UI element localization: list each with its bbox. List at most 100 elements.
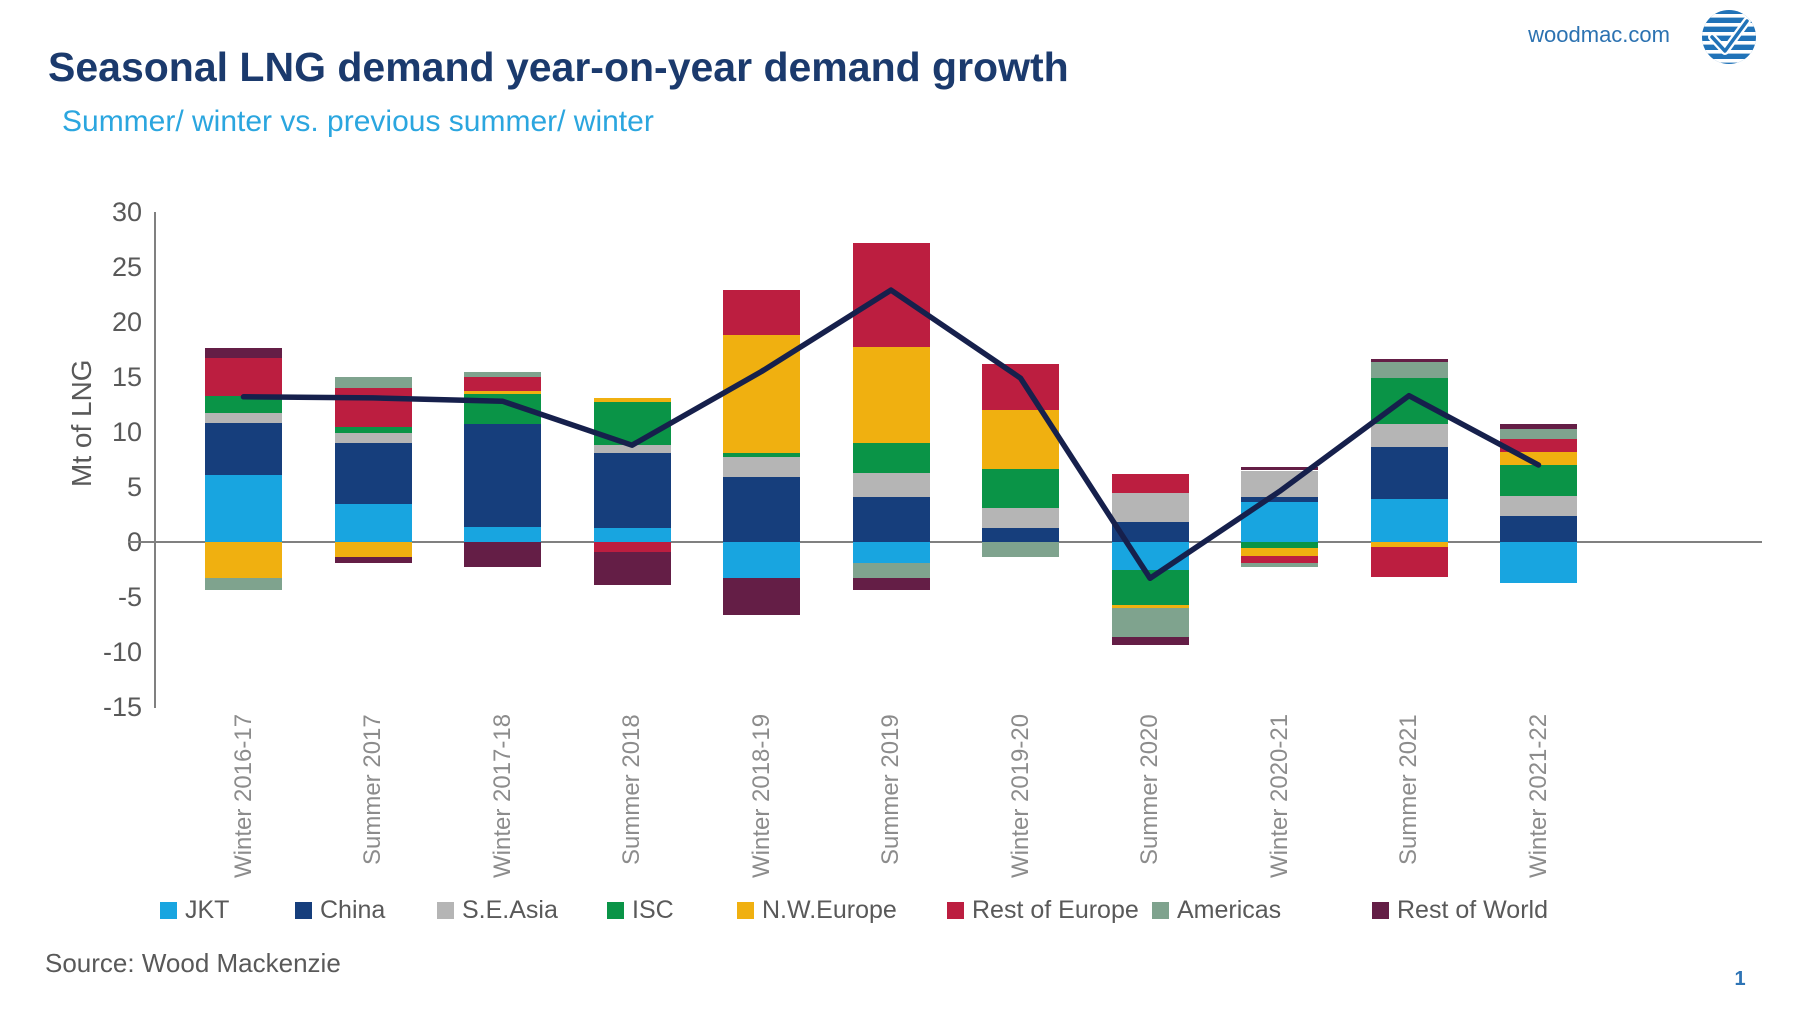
bar-segment-china [1370, 446, 1448, 500]
bar-segment-rest-of-europe [1370, 546, 1448, 578]
legend-label: S.E.Asia [462, 895, 558, 924]
y-axis-tick-label: 15 [111, 362, 142, 392]
x-axis-label: Winter 2020-21 [1265, 714, 1293, 879]
bar-segment-isc [334, 427, 412, 434]
source-note: Source: Wood Mackenzie [45, 948, 341, 978]
bar-segment-china [464, 424, 541, 527]
legend-swatch [1152, 901, 1169, 919]
legend-label: Rest of World [1397, 895, 1548, 924]
legend-label: Americas [1177, 895, 1282, 924]
bar-segment-s-e-asia [982, 507, 1059, 528]
legend-item-rest-of-europe: Rest of Europe [947, 895, 1139, 924]
legend-label: Rest of Europe [972, 895, 1139, 924]
bar-segment-china [723, 477, 800, 542]
bar-segment-jkt [852, 542, 930, 563]
x-axis-label: Winter 2018-19 [747, 714, 775, 879]
bar-segment-n-w-europe [982, 410, 1059, 470]
legend-label: JKT [185, 895, 230, 924]
bar-segment-rest-of-world [593, 552, 671, 586]
bar-segment-rest-of-world [852, 578, 930, 591]
legend-label: N.W.Europe [762, 895, 897, 924]
bar-segment-rest-of-europe [334, 388, 412, 428]
x-axis-label: Winter 2016-17 [229, 714, 257, 879]
bar-segment-rest-of-world [1500, 424, 1577, 429]
x-axis-label: Winter 2017-18 [488, 714, 516, 879]
bar-segment-isc [205, 395, 282, 414]
legend-swatch [947, 901, 964, 919]
bar-segment-s-e-asia [852, 472, 930, 497]
bar-segment-n-w-europe [464, 391, 541, 395]
bar-segment-rest-of-europe [852, 242, 930, 348]
bar-segment-rest-of-europe [593, 542, 671, 553]
legend-item-n-w-europe: N.W.Europe [737, 895, 897, 924]
y-axis-tick-label: 10 [111, 417, 142, 447]
bar-segment-jkt [1241, 502, 1318, 542]
bar-segment-s-e-asia [1241, 470, 1318, 497]
legend-swatch [295, 901, 312, 919]
bar-segment-isc [723, 452, 800, 458]
website-link[interactable]: woodmac.com [1528, 22, 1670, 47]
bar-segment-rest-of-europe [205, 358, 282, 396]
bar-segment-rest-of-europe [982, 363, 1059, 410]
x-axis-label: Winter 2021-22 [1524, 714, 1552, 879]
bar-segment-americas [852, 562, 930, 579]
bar-segment-rest-of-world [464, 542, 541, 568]
bar-segment-china [1111, 522, 1189, 542]
woodmac-logo-icon [1700, 8, 1758, 71]
bar-segment-s-e-asia [334, 433, 412, 443]
x-axis-label: Winter 2019-20 [1006, 714, 1034, 879]
bar-segment-jkt [334, 503, 412, 542]
legend-swatch [437, 901, 454, 919]
legend-swatch [160, 901, 177, 919]
bar-segment-rest-of-world [1241, 467, 1318, 471]
bar-segment-americas [1111, 608, 1189, 637]
bar-segment-s-e-asia [1500, 495, 1577, 516]
bar-segment-n-w-europe [723, 335, 800, 453]
bar-segment-n-w-europe [1111, 604, 1189, 608]
legend-item-americas: Americas [1152, 895, 1282, 924]
bar-segment-rest-of-world [723, 578, 800, 615]
legend-item-china: China [295, 895, 386, 924]
x-axis-label: Summer 2020 [1136, 714, 1163, 865]
bar-segment-s-e-asia [205, 413, 282, 424]
bar-segment-s-e-asia [593, 445, 671, 453]
y-axis-tick-label: 30 [111, 197, 142, 227]
x-axis-label: Summer 2019 [877, 714, 904, 865]
y-axis-tick-label: 20 [111, 307, 142, 337]
bar-segment-china [982, 527, 1059, 542]
bar-segment-rest-of-europe [1111, 473, 1189, 494]
bar-segment-jkt [464, 526, 541, 542]
y-axis-tick-label: 5 [126, 472, 142, 502]
legend-label: China [320, 895, 386, 924]
legend-swatch [1372, 901, 1389, 919]
bar-segment-americas [982, 542, 1059, 557]
bar-segment-isc [464, 394, 541, 425]
bar-segment-jkt [1500, 542, 1577, 583]
x-axis-label: Summer 2021 [1395, 714, 1422, 865]
bar-segment-americas [464, 372, 541, 377]
bar-segment-americas [1370, 361, 1448, 379]
legend-item-isc: ISC [607, 896, 674, 924]
legend-item-rest-of-world: Rest of World [1372, 895, 1548, 924]
bar-segment-jkt [593, 528, 671, 542]
bar-segment-n-w-europe [334, 542, 412, 557]
bar-segment-jkt [1370, 499, 1448, 542]
legend-item-jkt: JKT [160, 895, 230, 924]
bar-segment-americas [1241, 562, 1318, 568]
y-axis-tick-label: -5 [117, 582, 142, 612]
bar-segment-china [852, 496, 930, 542]
bar-segment-china [205, 423, 282, 475]
bar-segment-n-w-europe [1241, 547, 1318, 557]
bar-segment-jkt [1111, 542, 1189, 570]
bar-segment-rest-of-europe [1500, 438, 1577, 452]
bar-segment-rest-of-europe [723, 290, 800, 336]
page-number: 1 [1734, 968, 1746, 990]
bar-segment-rest-of-world [1370, 359, 1448, 362]
y-axis-line [154, 212, 156, 708]
y-axis-tick-label: -15 [102, 692, 142, 722]
bar-segment-n-w-europe [593, 397, 671, 402]
bar-segment-rest-of-world [1111, 636, 1189, 646]
bar-segment-isc [852, 443, 930, 473]
legend-swatch [607, 901, 624, 919]
